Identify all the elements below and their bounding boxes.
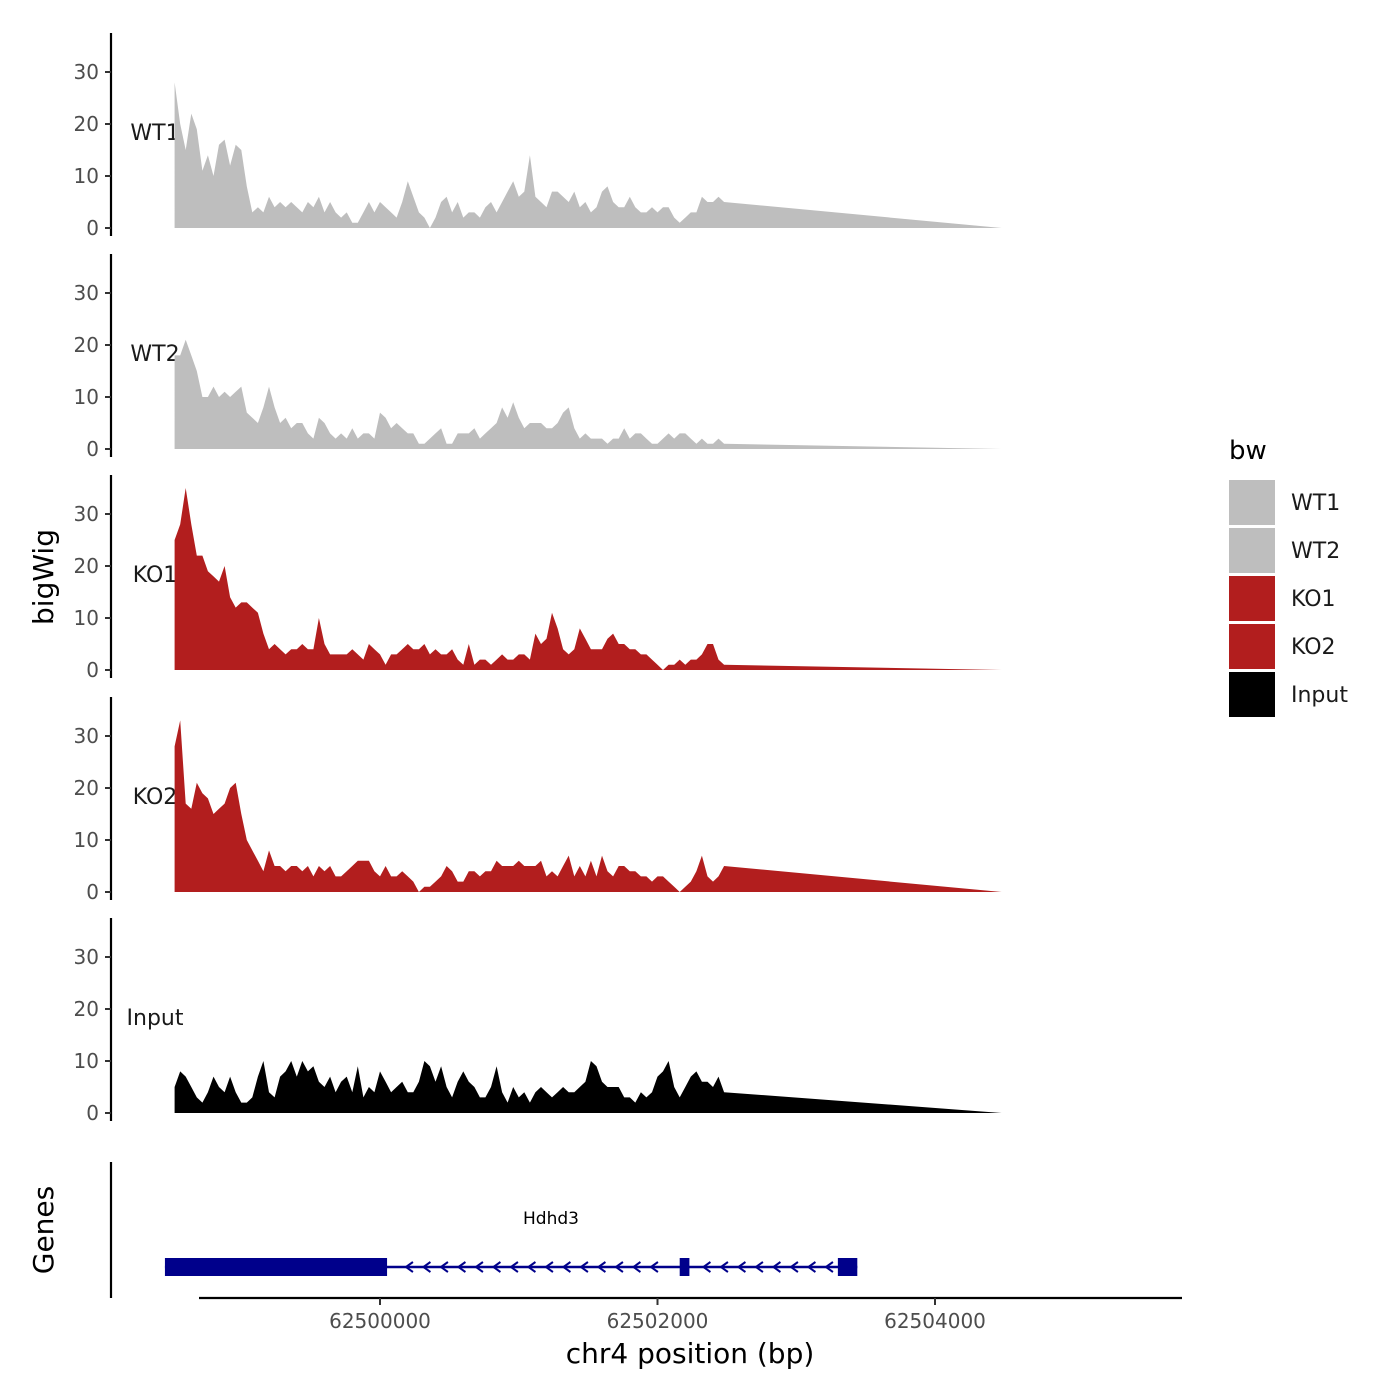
y-tick-label: 0 — [86, 1101, 99, 1125]
legend-swatch-wt1 — [1229, 480, 1275, 526]
gene-exon-edge — [373, 1258, 388, 1276]
strand-arrow — [789, 1261, 799, 1273]
track-input: 0 10 20 30 Input — [74, 918, 1002, 1125]
strand-arrow — [474, 1261, 484, 1273]
legend-label-input: Input — [1291, 683, 1348, 708]
strand-arrow — [824, 1261, 834, 1273]
track-wt2: 0 10 20 30 WT2 — [74, 254, 1002, 461]
strand-arrow — [579, 1261, 589, 1273]
strand-arrow — [491, 1261, 502, 1273]
y-tick-label: 20 — [74, 997, 99, 1021]
y-tick-label: 10 — [74, 1049, 99, 1073]
y-tick-label: 30 — [74, 502, 99, 526]
y-tick-label: 30 — [74, 60, 99, 84]
strand-arrow — [736, 1261, 747, 1273]
strand-arrow — [421, 1261, 432, 1273]
strand-arrow — [509, 1261, 519, 1273]
x-tick-label: 62504000 — [884, 1309, 986, 1333]
x-axis: chr4 position (bp) 62500000 62502000 62504… — [199, 1296, 1182, 1370]
x-tick-label: 62500000 — [329, 1309, 431, 1333]
strand-arrow — [526, 1261, 537, 1273]
signal-area-wt2 — [174, 339, 1002, 449]
track-label-ko1: KO1 — [133, 563, 178, 588]
y-tick-label: 10 — [74, 385, 99, 409]
strand-arrow — [771, 1261, 782, 1273]
track-wt1: 0 10 20 30 WT1 — [74, 33, 1002, 240]
track-label-ko2: KO2 — [133, 785, 178, 810]
signal-tracks: 0 10 20 30 WT1 0 10 20 30 WT2 0 10 20 30 KO1 0 10 20 30 KO2… — [74, 33, 1002, 1125]
y-tick-label: 10 — [74, 606, 99, 630]
x-axis-title: chr4 position (bp) — [566, 1337, 815, 1370]
signal-area-input — [174, 1061, 1002, 1113]
legend-label-wt2: WT2 — [1291, 539, 1340, 564]
track-ko1: 0 10 20 30 KO1 — [74, 475, 1002, 682]
strand-arrow — [561, 1261, 572, 1273]
strand-arrow — [631, 1261, 642, 1273]
strand-arrow — [439, 1261, 449, 1273]
gene-exon — [164, 1258, 387, 1276]
signal-area-ko1 — [174, 488, 1002, 670]
signal-area-ko2 — [174, 720, 1002, 892]
y-axis-title: bigWig — [27, 529, 60, 625]
strand-arrow — [701, 1261, 712, 1273]
strand-arrow — [596, 1261, 607, 1273]
strand-arrow — [404, 1261, 414, 1273]
genes-axis-title: Genes — [27, 1186, 60, 1274]
gene-exon — [679, 1258, 690, 1276]
track-label-wt1: WT1 — [130, 121, 179, 146]
y-tick-label: 10 — [74, 164, 99, 188]
y-tick-label: 0 — [86, 658, 99, 682]
legend: bw WT1 WT2 KO1 KO2 Input — [1229, 436, 1348, 719]
legend-label-ko2: KO2 — [1291, 635, 1336, 660]
y-tick-label: 0 — [86, 437, 99, 461]
track-ko2: 0 10 20 30 KO2 — [74, 697, 1002, 904]
legend-swatch-ko1 — [1229, 576, 1275, 622]
strand-arrow — [719, 1261, 729, 1273]
strand-arrow — [754, 1261, 764, 1273]
legend-swatch-input — [1229, 672, 1275, 718]
strand-arrow — [806, 1261, 817, 1273]
genes-track: Genes Hdhd3 — [27, 1162, 858, 1298]
y-tick-label: 0 — [86, 216, 99, 240]
legend-label-ko1: KO1 — [1291, 587, 1336, 612]
y-tick-label: 30 — [74, 945, 99, 969]
legend-swatch-ko2 — [1229, 624, 1275, 670]
signal-area-wt1 — [174, 82, 1002, 229]
strand-arrow — [456, 1261, 467, 1273]
track-label-wt2: WT2 — [130, 342, 179, 367]
track-label-input: Input — [127, 1006, 184, 1031]
legend-swatch-wt2 — [1229, 528, 1275, 574]
y-tick-label: 20 — [74, 333, 99, 357]
y-tick-label: 0 — [86, 880, 99, 904]
y-tick-label: 20 — [74, 776, 99, 800]
y-tick-label: 20 — [74, 112, 99, 136]
strand-arrow — [614, 1261, 624, 1273]
y-tick-label: 30 — [74, 724, 99, 748]
gene-exon — [837, 1258, 858, 1276]
legend-title: bw — [1229, 436, 1267, 466]
x-tick-label: 62502000 — [607, 1309, 709, 1333]
strand-arrow — [649, 1261, 659, 1273]
y-tick-label: 10 — [74, 828, 99, 852]
y-tick-label: 20 — [74, 554, 99, 578]
strand-arrow — [544, 1261, 554, 1273]
legend-label-wt1: WT1 — [1291, 491, 1340, 516]
gene-name-label: Hdhd3 — [523, 1209, 579, 1229]
y-tick-label: 30 — [74, 281, 99, 305]
